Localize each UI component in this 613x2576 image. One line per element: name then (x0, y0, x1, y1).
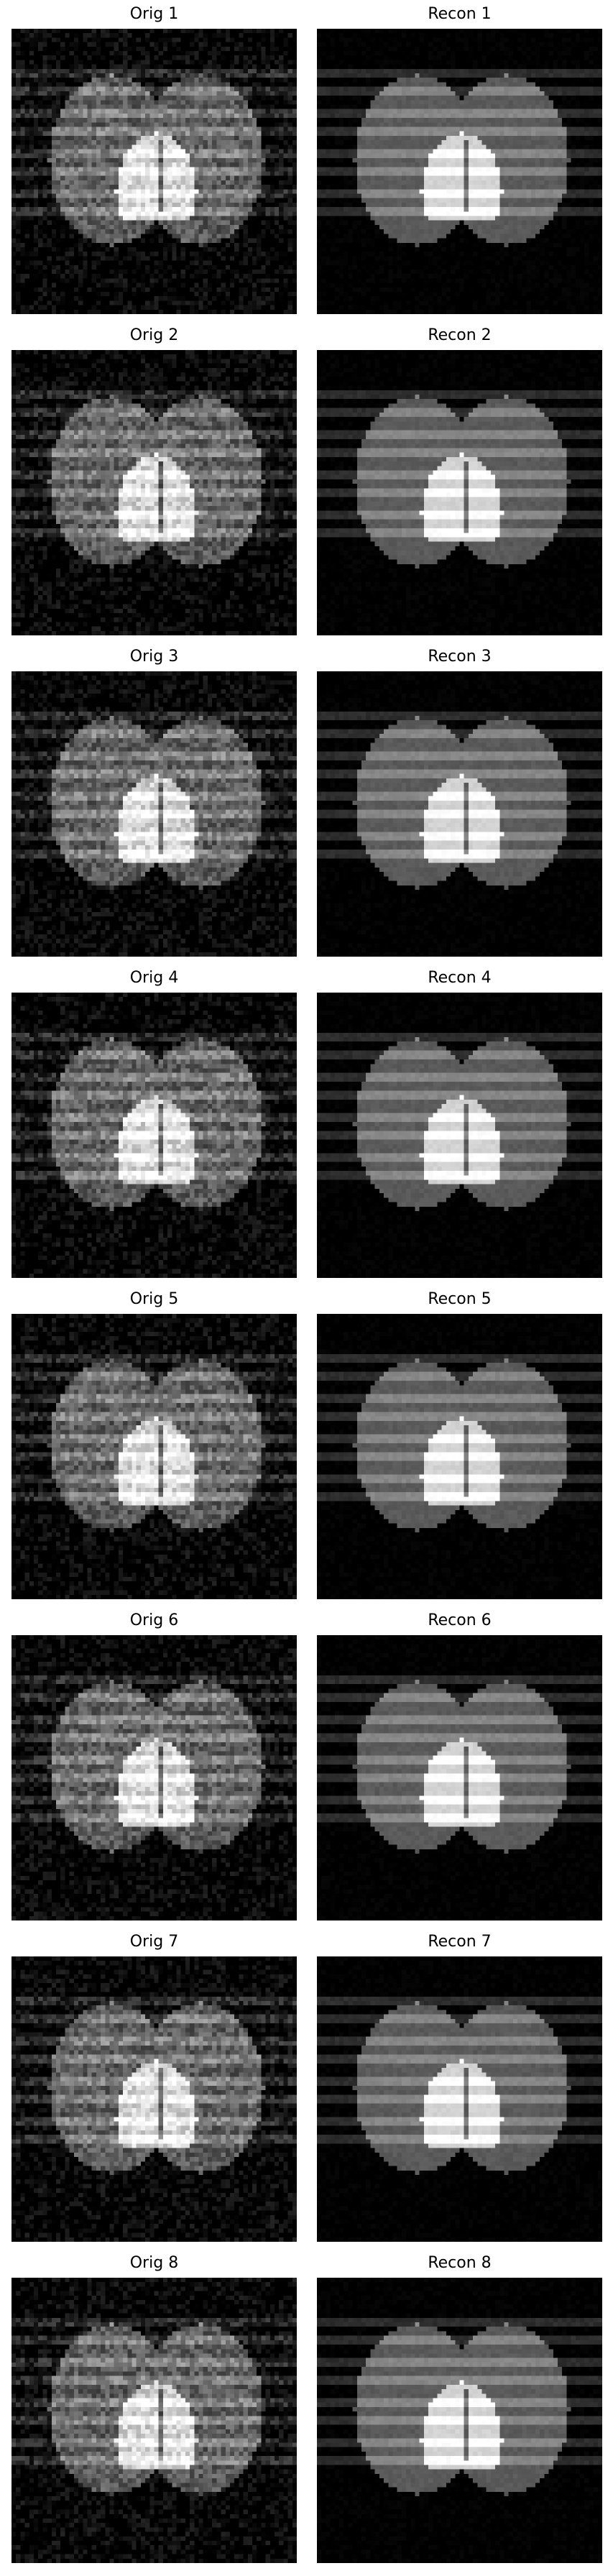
reconstructed-image (317, 29, 602, 314)
panel-title: Recon 3 (428, 648, 492, 666)
panel-title: Recon 2 (428, 326, 492, 344)
panel-title: Orig 8 (129, 2254, 179, 2272)
panel-title: Recon 6 (428, 1611, 492, 1629)
reconstructed-image (317, 1956, 602, 2242)
reconstructed-image (317, 2278, 602, 2563)
original-image (11, 1956, 297, 2242)
original-image (11, 2278, 297, 2563)
original-image (11, 1635, 297, 1920)
panel-title: Orig 4 (129, 969, 179, 987)
reconstructed-image (317, 1314, 602, 1599)
original-image (11, 350, 297, 635)
panel-title: Recon 7 (428, 1933, 492, 1951)
reconstructed-image (317, 993, 602, 1278)
reconstructed-image (317, 350, 602, 635)
panel-title: Orig 2 (129, 326, 179, 344)
panel-title: Recon 4 (428, 969, 492, 987)
reconstructed-image (317, 671, 602, 957)
panel-title: Recon 5 (428, 1290, 492, 1308)
panel-title: Orig 7 (129, 1933, 179, 1951)
reconstructed-image (317, 1635, 602, 1920)
panel-title: Orig 1 (129, 5, 179, 23)
original-image (11, 671, 297, 957)
panel-title: Orig 3 (129, 648, 179, 666)
panel-title: Orig 6 (129, 1611, 179, 1629)
panel-title: Recon 1 (428, 5, 492, 23)
original-image (11, 29, 297, 314)
original-image (11, 1314, 297, 1599)
original-image (11, 993, 297, 1278)
panel-title: Orig 5 (129, 1290, 179, 1308)
panel-title: Recon 8 (428, 2254, 492, 2272)
